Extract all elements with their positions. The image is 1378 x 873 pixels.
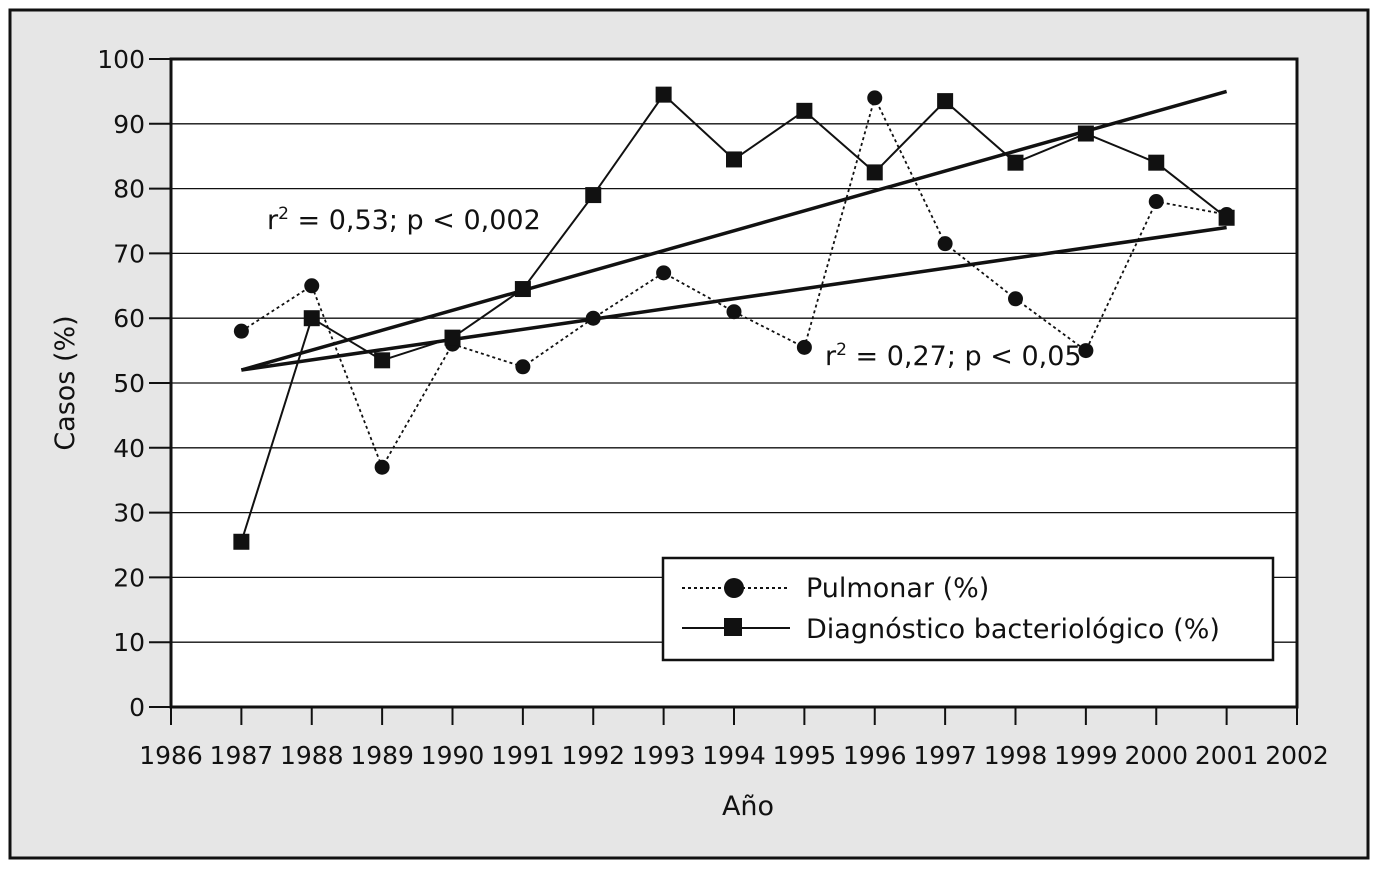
data-point-bacteriologico-1989 — [374, 352, 391, 369]
data-point-bacteriologico-1997 — [937, 93, 954, 110]
data-point-pulmonar-1996 — [867, 90, 883, 106]
data-point-bacteriologico-1995 — [796, 102, 813, 119]
data-point-pulmonar-1995 — [796, 339, 812, 355]
y-tick-label-70: 70 — [113, 239, 145, 268]
x-tick-label-1990: 1990 — [421, 741, 485, 770]
legend-label-bacteriologico: Diagnóstico bacteriológico (%) — [806, 614, 1220, 645]
x-tick-label-1997: 1997 — [913, 741, 977, 770]
data-point-pulmonar-1997 — [937, 236, 953, 252]
data-point-bacteriologico-1992 — [585, 187, 602, 204]
legend-swatch-bacteriologico-marker — [724, 618, 742, 636]
data-point-bacteriologico-1993 — [655, 86, 672, 103]
data-point-pulmonar-2000 — [1148, 194, 1164, 210]
data-point-pulmonar-1993 — [656, 265, 672, 281]
x-tick-label-1986: 1986 — [139, 741, 203, 770]
trend-lines — [240, 89, 1228, 372]
x-tick-label-1989: 1989 — [350, 741, 414, 770]
y-tick-label-0: 0 — [129, 693, 145, 722]
series-line-pulmonar — [240, 95, 1227, 470]
x-tick-label-1998: 1998 — [984, 741, 1048, 770]
x-tick-label-1996: 1996 — [843, 741, 907, 770]
y-tick-label-50: 50 — [113, 369, 145, 398]
x-tick-label-1993: 1993 — [632, 741, 696, 770]
y-axis-title: Casos (%) — [50, 315, 81, 450]
data-point-pulmonar-1987 — [233, 323, 249, 339]
y-tick-label-40: 40 — [113, 434, 145, 463]
trend-line-pulmonar — [241, 225, 1227, 372]
y-tick-label-80: 80 — [113, 175, 145, 204]
x-tick-label-1987: 1987 — [210, 741, 274, 770]
x-tick-label-1999: 1999 — [1054, 741, 1118, 770]
annotation-exponent: 2 — [836, 340, 847, 360]
annotation-text: = 0,27; p < 0,05 — [847, 341, 1082, 372]
data-point-bacteriologico-1998 — [1007, 154, 1024, 171]
data-point-pulmonar-1998 — [1008, 291, 1023, 307]
annotation-text: = 0,53; p < 0,002 — [289, 205, 541, 236]
data-point-bacteriologico-1999 — [1077, 125, 1094, 142]
annotation-exponent: 2 — [278, 204, 289, 224]
series-layer — [233, 86, 1235, 550]
annotation-bacteriologico-trend: r2 = 0,53; p < 0,002 — [267, 204, 541, 236]
data-point-bacteriologico-2001 — [1218, 209, 1235, 226]
data-point-pulmonar-1989 — [374, 459, 390, 475]
y-tick-label-20: 20 — [113, 563, 145, 592]
x-tick-label-1994: 1994 — [702, 741, 766, 770]
y-tick-label-90: 90 — [113, 110, 145, 139]
data-point-pulmonar-1994 — [726, 304, 742, 320]
data-point-bacteriologico-1996 — [866, 164, 883, 181]
trend-line-bacteriologico — [240, 89, 1228, 372]
data-point-pulmonar-1988 — [304, 278, 320, 294]
x-tick-label-1988: 1988 — [280, 741, 344, 770]
legend-box — [661, 556, 1275, 662]
y-tick-label-30: 30 — [113, 499, 145, 528]
annotation-prefix: r — [267, 205, 279, 236]
data-point-bacteriologico-1991 — [514, 281, 531, 298]
data-point-pulmonar-1992 — [585, 310, 601, 326]
x-tick-label-1995: 1995 — [773, 741, 837, 770]
annotation-prefix: r — [825, 341, 837, 372]
data-point-bacteriologico-1987 — [233, 533, 250, 550]
data-point-bacteriologico-2000 — [1148, 154, 1165, 171]
x-tick-label-1992: 1992 — [561, 741, 625, 770]
annotation-pulmonar-trend: r2 = 0,27; p < 0,05 — [825, 340, 1082, 372]
data-point-pulmonar-1991 — [515, 359, 531, 375]
data-point-bacteriologico-1990 — [444, 329, 461, 346]
x-tick-label-2002: 2002 — [1265, 741, 1329, 770]
x-axis-title: Año — [722, 791, 774, 822]
y-tick-label-10: 10 — [113, 628, 145, 657]
legend-label-pulmonar: Pulmonar (%) — [806, 573, 989, 604]
x-axis: 1986 1987 1988 1989 1990 1991 1992 1993 1994 1995… — [139, 707, 1329, 770]
x-tick-label-2001: 2001 — [1195, 741, 1259, 770]
data-point-bacteriologico-1994 — [726, 151, 742, 168]
y-axis: 0 10 20 30 40 50 60 70 80 90 100 — [97, 45, 171, 722]
x-tick-label-1991: 1991 — [491, 741, 555, 770]
legend: Pulmonar (%) Diagnóstico bacteriológico … — [661, 556, 1275, 662]
y-tick-label-100: 100 — [97, 45, 145, 74]
legend-swatch-pulmonar-marker — [724, 578, 744, 598]
x-tick-label-2000: 2000 — [1124, 741, 1188, 770]
data-point-bacteriologico-1988 — [303, 310, 320, 327]
y-tick-label-60: 60 — [113, 304, 145, 333]
data-point-pulmonar-1999 — [1078, 343, 1094, 359]
